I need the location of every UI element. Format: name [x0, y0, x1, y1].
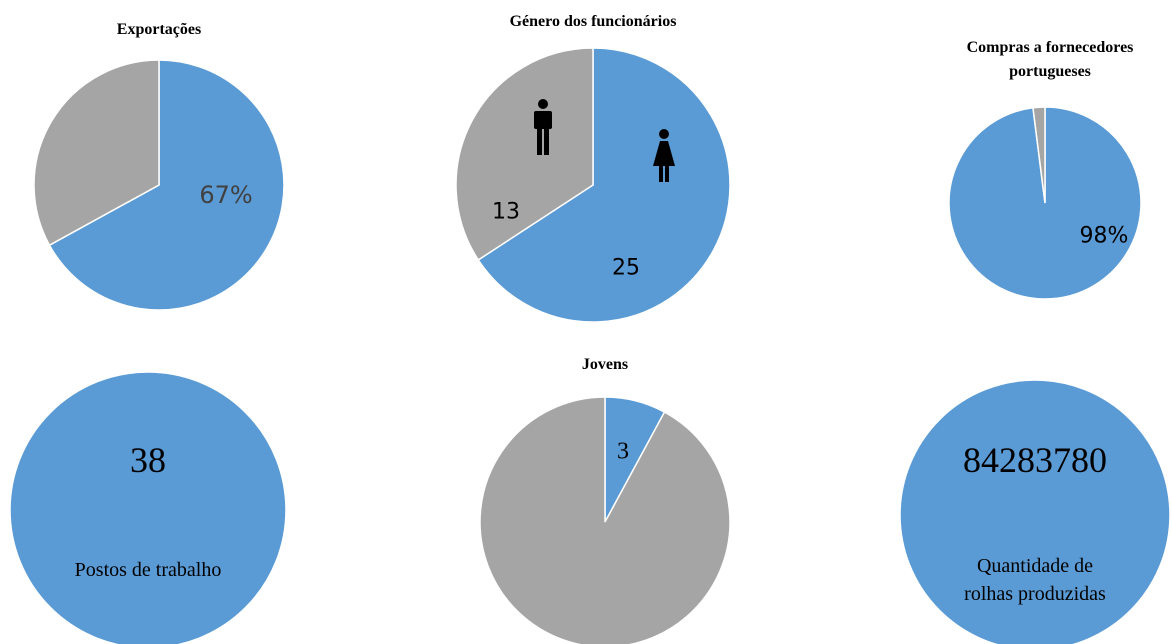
- chart-title: Jovens: [581, 356, 629, 373]
- data-label: 67%: [199, 181, 253, 209]
- pie-slice: [33, 59, 160, 247]
- chart-title: Género dos funcionários: [509, 13, 677, 30]
- annotation: Quantidade de rolhas produzidas: [964, 555, 1106, 605]
- pie-slice: [9, 371, 287, 644]
- pie-slice: [455, 47, 594, 261]
- chart-title: Compras a fornecedores portugueses: [966, 39, 1134, 80]
- pie-slice: [477, 47, 731, 323]
- pie-slice: [48, 59, 285, 311]
- data-label: 98%: [1079, 223, 1129, 249]
- data-label: 84283780: [963, 440, 1107, 480]
- data-label: 38: [130, 440, 166, 480]
- pie-slice: [899, 379, 1171, 644]
- data-label: 13: [492, 199, 520, 225]
- chart-title: Exportações: [116, 21, 202, 38]
- man-icon: [534, 99, 552, 155]
- pie-slice: [1032, 106, 1046, 204]
- pie-slice: [479, 396, 731, 644]
- data-label: 3: [617, 438, 629, 465]
- annotation: Postos de trabalho: [74, 559, 222, 581]
- woman-icon: [653, 129, 675, 182]
- data-label: 25: [612, 255, 640, 281]
